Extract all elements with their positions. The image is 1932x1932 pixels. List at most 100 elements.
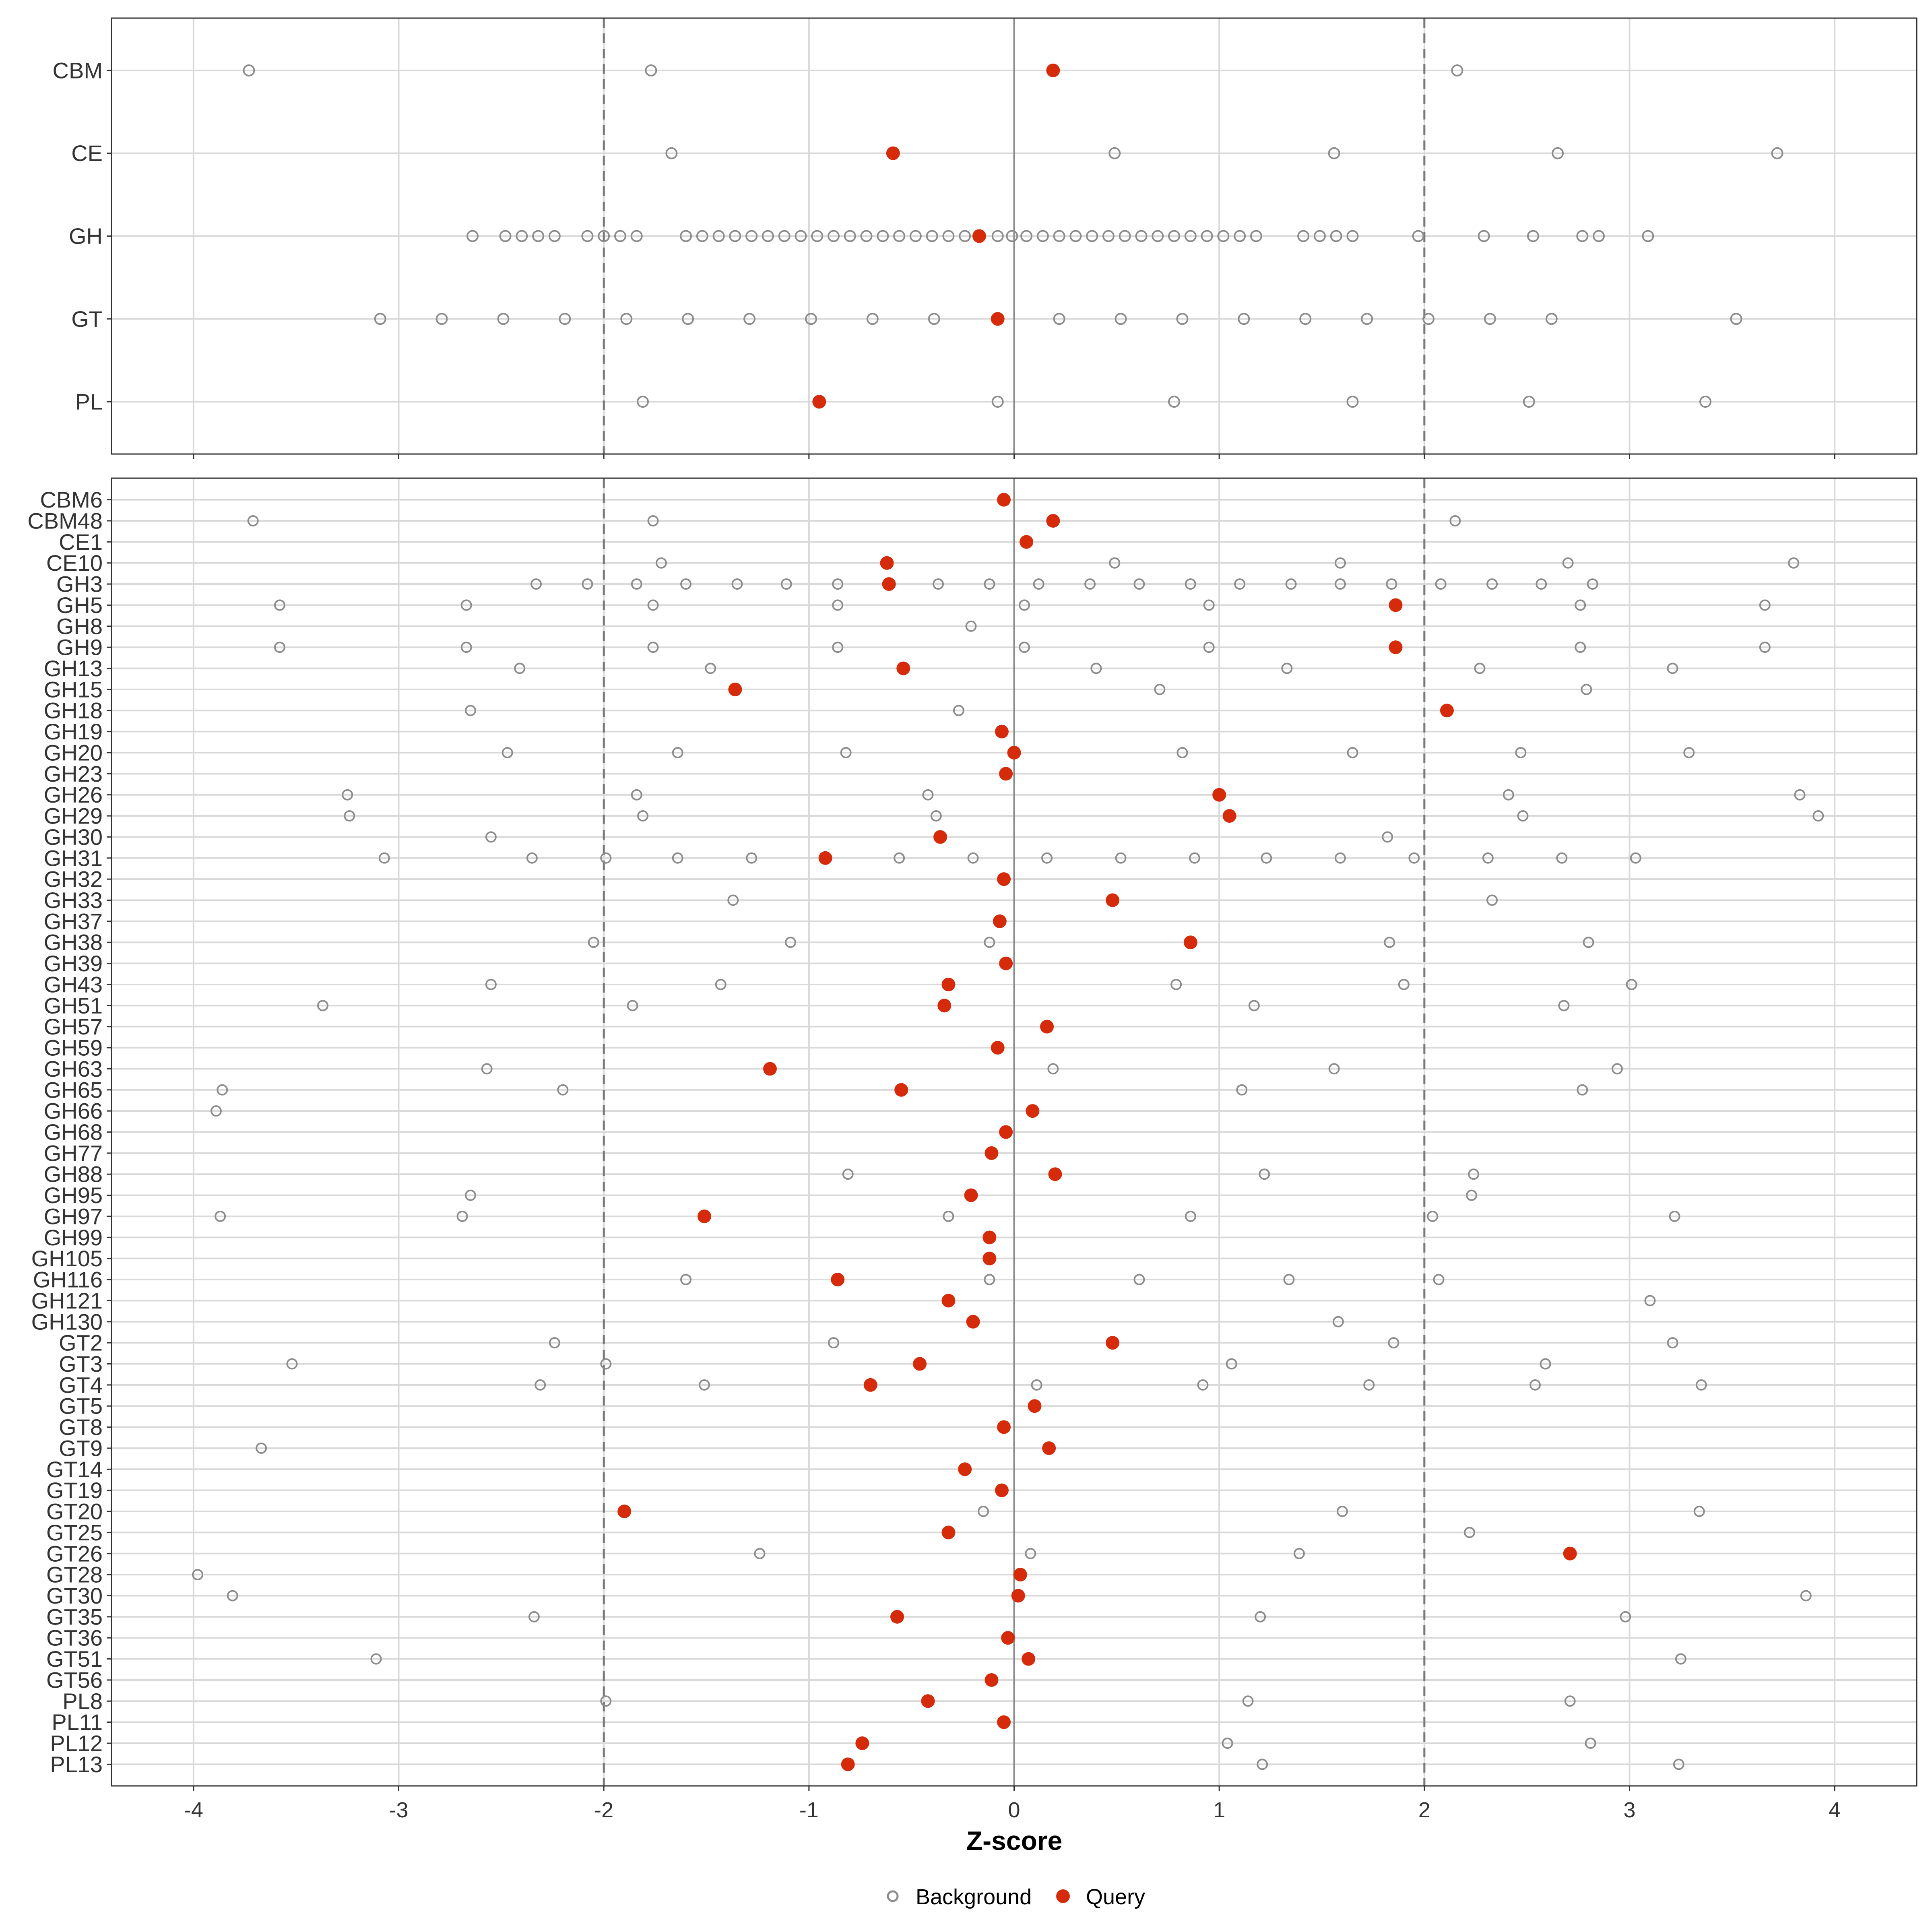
background-point-ce [1552, 147, 1564, 159]
query-point-pl12 [855, 1736, 869, 1750]
background-point-gh38 [1583, 937, 1594, 948]
background-point-gh26 [922, 789, 934, 801]
background-point-gt35 [1620, 1611, 1631, 1622]
background-point-gh88 [1259, 1168, 1270, 1180]
background-point-gh [1201, 230, 1213, 242]
background-point-pl13 [1673, 1759, 1684, 1770]
background-point-gh116 [1433, 1274, 1445, 1286]
y-tick-label-gt9: GT9 [59, 1435, 103, 1461]
query-point-gt [991, 312, 1005, 326]
background-point-gh [1478, 230, 1490, 242]
background-point-gh3 [631, 578, 642, 590]
y-tick-label-gt20: GT20 [46, 1499, 103, 1524]
background-point-gh130 [1332, 1316, 1344, 1327]
y-tick-label-gh20: GH20 [44, 740, 103, 765]
background-point-gt26 [1293, 1548, 1305, 1559]
background-point-gt [805, 313, 817, 325]
query-point-gh63 [763, 1062, 777, 1076]
background-point-gt28 [192, 1569, 204, 1581]
background-point-gh29 [1812, 810, 1824, 822]
y-tick-label-gh26: GH26 [44, 782, 103, 807]
query-point-gh99 [983, 1230, 997, 1245]
background-point-gt4 [535, 1379, 546, 1391]
background-point-gh [745, 230, 758, 242]
background-point-cbm [243, 64, 255, 76]
background-point-gt26 [754, 1548, 766, 1559]
background-point-gt [1299, 313, 1312, 325]
background-point-gh31 [1041, 852, 1053, 864]
background-point-gt3 [600, 1358, 612, 1370]
background-point-gh [1297, 230, 1310, 242]
x-tick-label: -3 [389, 1798, 409, 1822]
background-point-gh121 [1644, 1295, 1656, 1307]
y-tick-label-gh31: GH31 [44, 845, 103, 871]
background-point-gt35 [528, 1611, 540, 1622]
y-tick-label-gh68: GH68 [44, 1119, 103, 1145]
background-point-gh [680, 230, 692, 242]
y-tick-label-gt26: GT26 [46, 1541, 103, 1566]
background-point-gh3 [832, 578, 844, 590]
y-tick-label-gh59: GH59 [44, 1035, 103, 1061]
background-point-cbm [645, 64, 657, 76]
background-point-gh63 [1611, 1063, 1623, 1075]
query-point-gh97 [697, 1209, 711, 1223]
x-tick-label: 0 [1008, 1798, 1020, 1822]
background-point-gh [630, 230, 643, 242]
background-point-gh51 [317, 1000, 328, 1011]
y-tick-label-gt35: GT35 [46, 1604, 103, 1629]
background-point-gt20 [978, 1506, 989, 1517]
background-point-gh31 [1261, 852, 1272, 864]
query-point-gh38 [1183, 935, 1197, 949]
query-point-gt30 [1011, 1589, 1025, 1603]
background-point-gh26 [1794, 789, 1806, 801]
query-point-gh18 [1440, 704, 1454, 718]
background-point-gh3 [1285, 578, 1297, 590]
y-tick-label-gt28: GT28 [46, 1562, 103, 1587]
query-point-gh66 [1026, 1104, 1040, 1118]
query-point-gh30 [933, 830, 947, 844]
background-point-gh43 [485, 978, 497, 990]
query-point-gt25 [941, 1525, 956, 1540]
y-tick-label-gh66: GH66 [44, 1098, 103, 1124]
background-point-gt3 [286, 1358, 298, 1370]
background-point-gh43 [1170, 978, 1182, 990]
background-point-gt2 [828, 1337, 839, 1349]
background-point-ce10 [1334, 557, 1346, 569]
y-tick-label-gh77: GH77 [44, 1140, 103, 1166]
y-tick-label-gh38: GH38 [44, 930, 103, 955]
background-point-gh [1020, 230, 1033, 242]
query-point-gt35 [890, 1610, 904, 1624]
y-tick-label-gh105: GH105 [31, 1246, 103, 1271]
y-tick-label-gh95: GH95 [44, 1183, 103, 1208]
background-point-gt51 [370, 1653, 382, 1665]
background-point-gh [1250, 230, 1262, 242]
x-tick-label: 3 [1623, 1798, 1635, 1822]
y-tick-label-gt8: GT8 [59, 1414, 103, 1440]
background-point-pl8 [1242, 1695, 1254, 1707]
query-point-gt51 [1022, 1652, 1036, 1666]
query-point-gt8 [997, 1420, 1011, 1434]
background-point-gh [1642, 230, 1654, 242]
background-point-gt2 [1388, 1337, 1399, 1349]
background-point-gt [1422, 313, 1435, 325]
y-tick-label-gh8: GH8 [56, 613, 103, 639]
query-point-gt3 [913, 1357, 927, 1371]
background-point-gh5 [1575, 599, 1586, 611]
y-tick-label-pl11: PL11 [52, 1709, 103, 1735]
legend-background-marker [887, 1890, 899, 1902]
background-point-gh63 [481, 1063, 493, 1075]
y-tick-label-gh3: GH3 [56, 572, 103, 597]
y-tick-label-gh18: GH18 [44, 698, 103, 723]
legend-query-label: Query [1086, 1885, 1145, 1909]
background-point-pl12 [1222, 1738, 1233, 1749]
background-point-gh65 [557, 1084, 569, 1096]
background-point-gh116 [1133, 1274, 1145, 1286]
background-point-gh43 [1626, 978, 1637, 990]
query-point-gh23 [999, 767, 1013, 781]
background-point-gh31 [672, 852, 683, 864]
y-tick-label-gh37: GH37 [44, 908, 103, 934]
background-point-gh [614, 230, 626, 242]
background-point-gh31 [894, 852, 905, 864]
y-tick-label-gt19: GT19 [46, 1478, 103, 1503]
query-point-gh20 [1007, 745, 1021, 760]
